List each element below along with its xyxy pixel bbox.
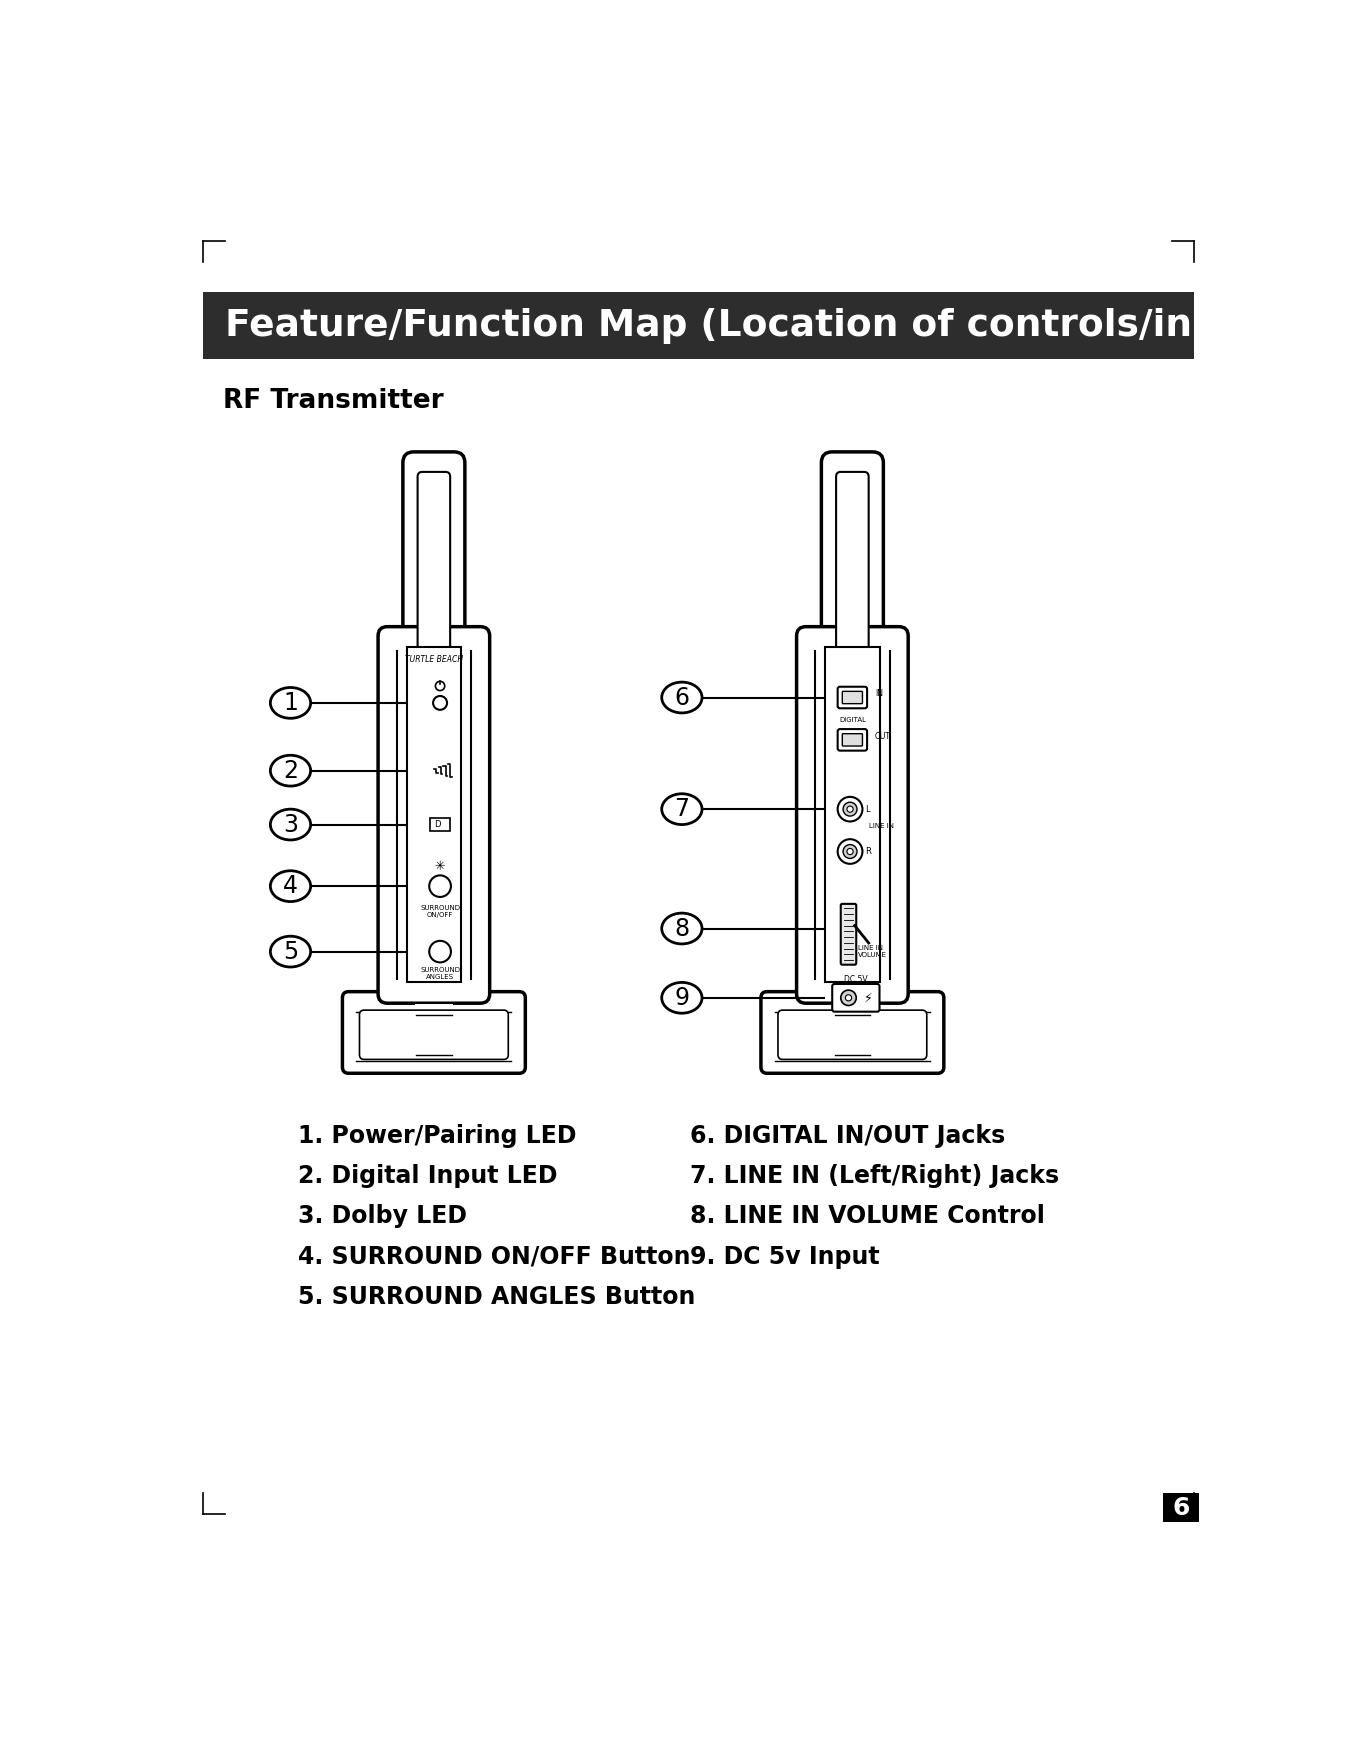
- Circle shape: [838, 796, 863, 822]
- Bar: [834, 1015, 870, 1055]
- Text: 5: 5: [284, 940, 298, 963]
- Ellipse shape: [270, 810, 311, 839]
- Text: LINE IN: LINE IN: [868, 824, 894, 829]
- Ellipse shape: [270, 937, 311, 966]
- Text: 1. Power/Pairing LED: 1. Power/Pairing LED: [298, 1124, 577, 1149]
- Text: 7: 7: [675, 798, 690, 820]
- FancyBboxPatch shape: [841, 904, 856, 965]
- Text: IN: IN: [875, 690, 883, 699]
- Circle shape: [846, 806, 853, 812]
- Text: 2. Digital Input LED: 2. Digital Input LED: [298, 1164, 557, 1189]
- Bar: [416, 1015, 451, 1055]
- Ellipse shape: [270, 756, 311, 786]
- Ellipse shape: [270, 688, 311, 718]
- Text: 8. LINE IN VOLUME Control: 8. LINE IN VOLUME Control: [690, 1204, 1044, 1229]
- Circle shape: [844, 803, 857, 817]
- FancyBboxPatch shape: [761, 992, 943, 1074]
- Circle shape: [844, 845, 857, 859]
- FancyBboxPatch shape: [778, 1010, 927, 1060]
- FancyBboxPatch shape: [403, 452, 465, 659]
- Circle shape: [435, 681, 444, 690]
- Text: 6. DIGITAL IN/OUT Jacks: 6. DIGITAL IN/OUT Jacks: [690, 1124, 1005, 1149]
- FancyBboxPatch shape: [796, 627, 908, 1003]
- Text: DC 5V: DC 5V: [845, 975, 868, 984]
- Text: 6: 6: [1172, 1496, 1190, 1519]
- Text: 5. SURROUND ANGLES Button: 5. SURROUND ANGLES Button: [298, 1284, 695, 1309]
- Text: 8: 8: [675, 916, 690, 940]
- Bar: [414, 1005, 454, 1060]
- Text: ⚡: ⚡: [864, 991, 874, 1005]
- Ellipse shape: [661, 982, 702, 1013]
- Circle shape: [433, 695, 447, 709]
- Text: 9: 9: [675, 985, 690, 1010]
- Text: ✳: ✳: [435, 860, 446, 874]
- FancyBboxPatch shape: [822, 452, 883, 659]
- Text: D: D: [433, 820, 440, 829]
- Text: DIGITAL: DIGITAL: [838, 716, 866, 723]
- Text: RF Transmitter: RF Transmitter: [224, 388, 444, 414]
- Text: 3. Dolby LED: 3. Dolby LED: [298, 1204, 468, 1229]
- FancyBboxPatch shape: [842, 692, 863, 704]
- Ellipse shape: [661, 681, 702, 713]
- Text: LINE IN
VOLUME: LINE IN VOLUME: [857, 945, 887, 958]
- Ellipse shape: [661, 794, 702, 824]
- Text: SURROUND
ANGLES: SURROUND ANGLES: [420, 966, 461, 980]
- Text: SURROUND
ON/OFF: SURROUND ON/OFF: [420, 905, 461, 918]
- Ellipse shape: [661, 912, 702, 944]
- Text: TURTLE BEACH: TURTLE BEACH: [405, 655, 463, 664]
- FancyBboxPatch shape: [838, 728, 867, 751]
- FancyBboxPatch shape: [360, 1010, 508, 1060]
- FancyBboxPatch shape: [838, 687, 867, 709]
- Text: 4: 4: [284, 874, 298, 899]
- Circle shape: [429, 940, 451, 963]
- FancyBboxPatch shape: [825, 648, 879, 982]
- FancyBboxPatch shape: [836, 473, 868, 652]
- FancyBboxPatch shape: [342, 992, 525, 1074]
- Bar: [1163, 1493, 1199, 1522]
- Text: 3: 3: [284, 813, 298, 836]
- Text: 1: 1: [284, 692, 298, 714]
- Text: R: R: [866, 846, 871, 857]
- FancyBboxPatch shape: [429, 819, 450, 831]
- Text: 2: 2: [284, 760, 298, 782]
- FancyBboxPatch shape: [842, 733, 863, 746]
- Circle shape: [845, 994, 852, 1001]
- Text: 9. DC 5v Input: 9. DC 5v Input: [690, 1244, 879, 1269]
- Bar: [203, 292, 1194, 360]
- Bar: [833, 1005, 872, 1060]
- FancyBboxPatch shape: [378, 627, 489, 1003]
- Text: L: L: [866, 805, 870, 813]
- Text: 6: 6: [675, 685, 690, 709]
- Circle shape: [838, 839, 863, 864]
- Text: 7. LINE IN (Left/Right) Jacks: 7. LINE IN (Left/Right) Jacks: [690, 1164, 1059, 1189]
- Circle shape: [846, 848, 853, 855]
- Circle shape: [841, 991, 856, 1006]
- FancyBboxPatch shape: [417, 473, 450, 652]
- FancyBboxPatch shape: [406, 648, 461, 982]
- Text: OUT: OUT: [875, 732, 891, 740]
- Text: 4. SURROUND ON/OFF Button: 4. SURROUND ON/OFF Button: [298, 1244, 691, 1269]
- Text: Feature/Function Map (Location of controls/inputs): Feature/Function Map (Location of contro…: [225, 308, 1303, 344]
- FancyBboxPatch shape: [833, 984, 879, 1012]
- Circle shape: [429, 876, 451, 897]
- Ellipse shape: [270, 871, 311, 902]
